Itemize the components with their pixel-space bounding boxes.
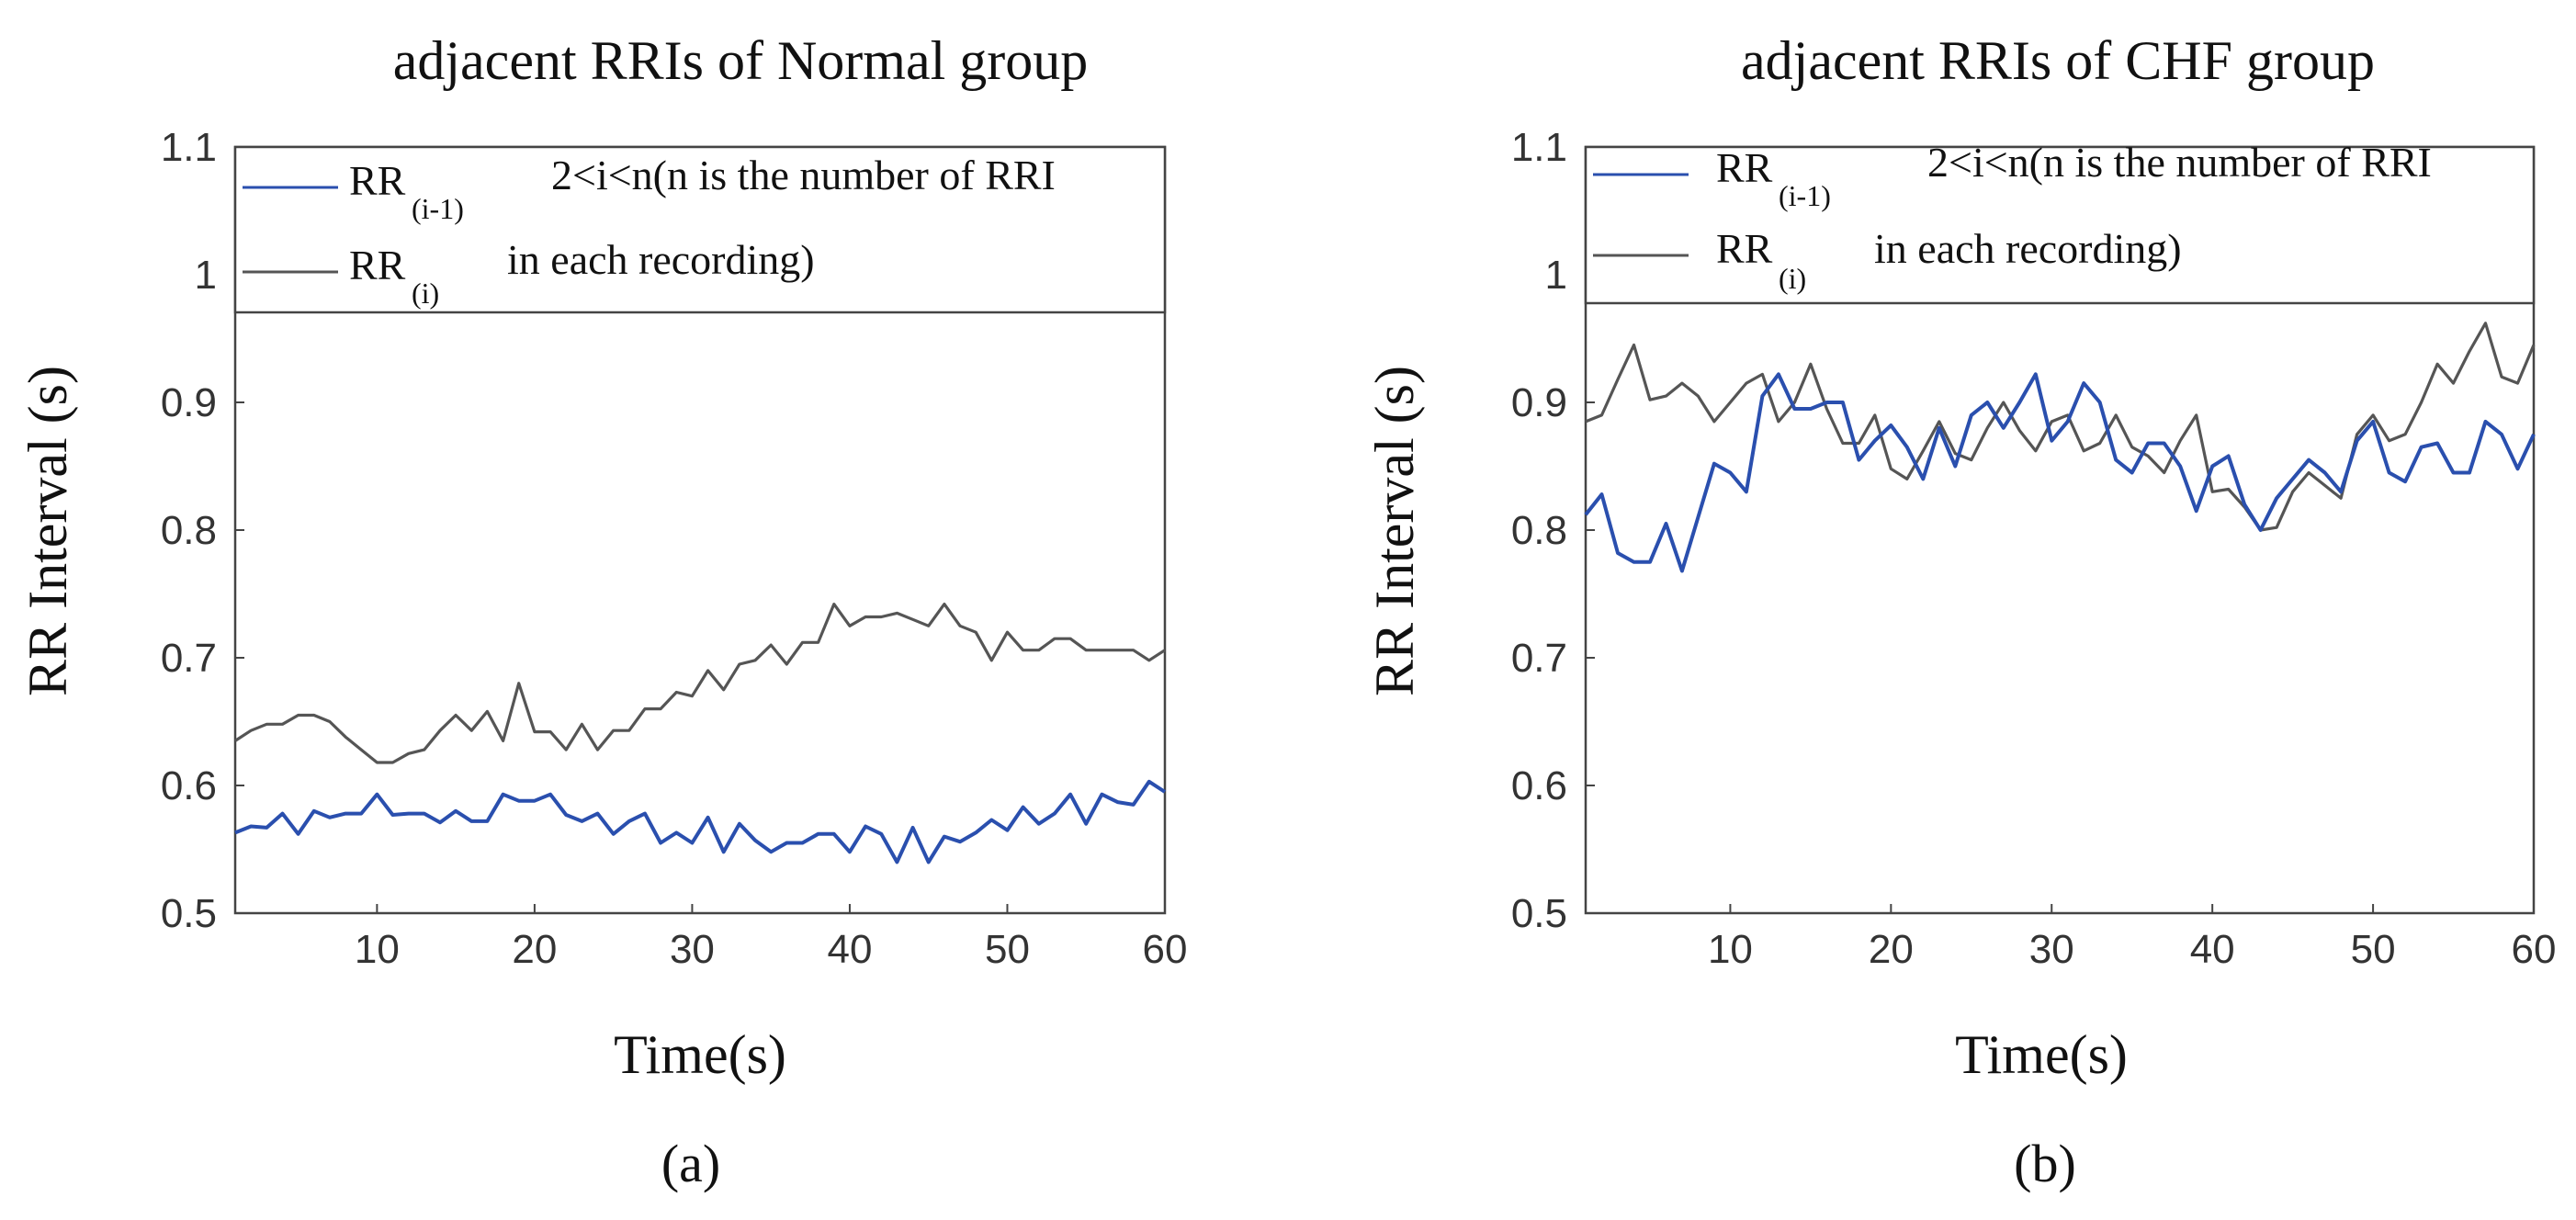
chart-b-y-tick-label: 0.6 <box>1511 763 1567 808</box>
chart-a-title: adjacent RRIs of Normal group <box>393 30 1088 91</box>
chart-a-x-tick-label: 20 <box>512 927 557 972</box>
chart-b-caption: (b) <box>2014 1134 2076 1193</box>
chart-a-y-tick-label: 0.5 <box>161 891 217 936</box>
chart-a-legend <box>233 145 1167 314</box>
chart-a-series-rr-prev-line <box>234 779 1167 864</box>
chart-a-x-tick-label: 10 <box>355 927 400 972</box>
chart-b-y-tick-label: 1.1 <box>1511 125 1567 170</box>
chart-b-legend-label-rr-cur: RR <box>1716 225 1773 272</box>
chart-a-legend-sub-rr-prev: (i-1) <box>412 192 464 225</box>
chart-b-series-rr-prev-line <box>1584 372 2536 573</box>
chart-panel-b: adjacent RRIs of CHF group 0.5 0.6 0.7 0.8 0… <box>1364 30 2556 1193</box>
chart-b-x-tick-label: 40 <box>2190 927 2235 972</box>
chart-b-legend-note-1: 2<i<n(n is the number of RRI <box>1927 139 2432 186</box>
chart-b-y-axis-label: RR Interval (s) <box>1364 366 1425 696</box>
chart-b-y-tick-label: 0.8 <box>1511 508 1567 553</box>
chart-a-y-tick-label: 1.1 <box>161 125 217 170</box>
chart-b-x-tick-label: 20 <box>1869 927 1914 972</box>
chart-b-x-tick-label: 50 <box>2351 927 2396 972</box>
chart-a-x-tick-label: 40 <box>827 927 872 972</box>
chart-a-legend-sub-rr-cur: (i) <box>412 277 439 310</box>
chart-a-legend-note-1: 2<i<n(n is the number of RRI <box>551 152 1056 198</box>
chart-a-y-tick-label: 0.8 <box>161 508 217 553</box>
chart-a-y-axis-label: RR Interval (s) <box>17 366 78 696</box>
chart-b-title: adjacent RRIs of CHF group <box>1741 30 2375 91</box>
chart-b-legend-note-2: in each recording) <box>1874 225 2182 272</box>
chart-a-x-tick-label: 30 <box>670 927 715 972</box>
chart-a-y-tick-label: 1 <box>195 253 217 298</box>
chart-a-legend-label-rr-cur: RR <box>349 242 406 288</box>
chart-b-x-tick-label: 10 <box>1708 927 1753 972</box>
chart-a-series-rr-cur-line <box>234 602 1166 764</box>
chart-a-y-tick-label: 0.6 <box>161 763 217 808</box>
chart-panel-a: adjacent RRIs of Normal group 0.5 0.6 0.7 0… <box>17 30 1187 1193</box>
chart-a-y-tick-label: 0.9 <box>161 380 217 425</box>
chart-b-legend-label-rr-prev: RR <box>1716 144 1773 191</box>
chart-b-y-tick-label: 0.7 <box>1511 636 1567 681</box>
chart-b-legend <box>1584 145 2536 305</box>
chart-b-y-tick-label: 0.9 <box>1511 380 1567 425</box>
chart-b-series-rr-cur-line <box>1585 322 2536 532</box>
chart-b-legend-sub-rr-prev: (i-1) <box>1779 179 1831 212</box>
chart-b-x-tick-label: 30 <box>2029 927 2074 972</box>
chart-a-legend-label-rr-prev: RR <box>349 157 406 204</box>
chart-a-x-tick-label: 50 <box>985 927 1030 972</box>
chart-b-y-tick-label: 1 <box>1545 253 1567 298</box>
chart-a-y-tick-label: 0.7 <box>161 636 217 681</box>
chart-a-legend-note-2: in each recording) <box>507 236 815 283</box>
chart-a-x-tick-label: 60 <box>1143 927 1188 972</box>
chart-b-y-tick-label: 0.5 <box>1511 891 1567 936</box>
chart-a-x-axis-label: Time(s) <box>614 1024 786 1085</box>
chart-b-x-axis-label: Time(s) <box>1955 1024 2128 1085</box>
chart-b-legend-sub-rr-cur: (i) <box>1779 262 1806 295</box>
chart-a-caption: (a) <box>661 1134 720 1193</box>
chart-b-x-tick-label: 60 <box>2512 927 2557 972</box>
